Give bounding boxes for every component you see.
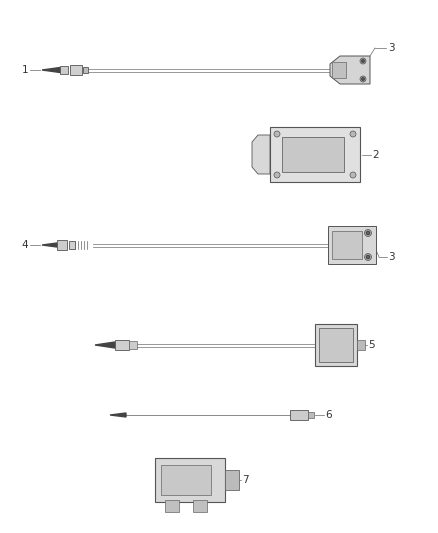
Ellipse shape xyxy=(350,172,356,178)
Ellipse shape xyxy=(364,254,371,261)
Bar xyxy=(332,231,362,259)
Polygon shape xyxy=(42,68,60,72)
Bar xyxy=(308,412,314,418)
Bar xyxy=(70,65,82,75)
Polygon shape xyxy=(252,135,270,174)
Ellipse shape xyxy=(364,230,371,237)
Bar xyxy=(357,340,365,350)
Ellipse shape xyxy=(350,131,356,137)
Ellipse shape xyxy=(274,172,280,178)
Bar xyxy=(60,66,68,74)
Bar xyxy=(270,127,360,182)
Polygon shape xyxy=(110,413,126,417)
Bar xyxy=(57,240,67,250)
Ellipse shape xyxy=(367,255,370,259)
Bar xyxy=(328,226,376,264)
Text: 3: 3 xyxy=(388,43,395,53)
Text: 2: 2 xyxy=(372,150,378,160)
Bar xyxy=(83,67,88,73)
Bar xyxy=(282,137,344,172)
Ellipse shape xyxy=(362,78,364,80)
Bar xyxy=(225,470,239,490)
Bar xyxy=(319,328,353,362)
Text: 1: 1 xyxy=(21,65,28,75)
Polygon shape xyxy=(330,56,370,84)
Text: 6: 6 xyxy=(325,410,332,420)
Bar xyxy=(332,62,346,78)
Bar xyxy=(161,465,211,495)
Text: 5: 5 xyxy=(368,340,374,350)
Ellipse shape xyxy=(360,58,366,64)
Bar xyxy=(290,410,308,420)
Ellipse shape xyxy=(360,76,366,82)
Ellipse shape xyxy=(362,60,364,62)
Bar xyxy=(155,458,225,502)
Text: 3: 3 xyxy=(388,252,395,262)
Polygon shape xyxy=(95,342,115,348)
Text: 4: 4 xyxy=(21,240,28,250)
Bar xyxy=(165,500,179,512)
Bar xyxy=(129,341,137,349)
Text: 7: 7 xyxy=(242,475,249,485)
Bar xyxy=(69,241,75,249)
Polygon shape xyxy=(42,243,57,247)
Bar xyxy=(115,340,129,350)
Ellipse shape xyxy=(367,231,370,235)
Ellipse shape xyxy=(274,131,280,137)
Bar xyxy=(315,324,357,366)
Bar xyxy=(193,500,207,512)
